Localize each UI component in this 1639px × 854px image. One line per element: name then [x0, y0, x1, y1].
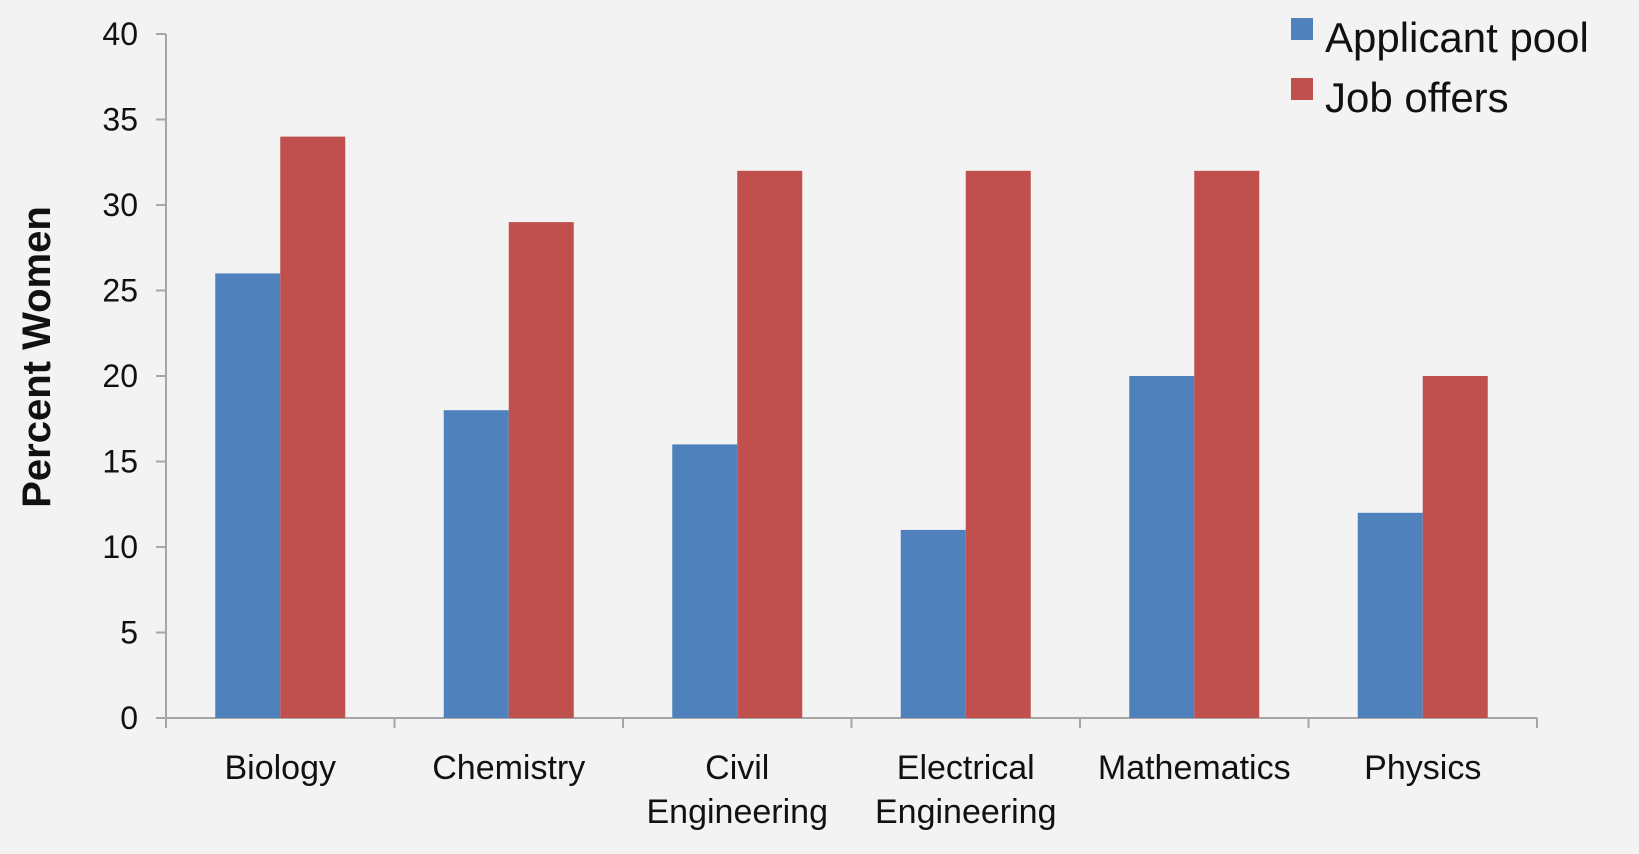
x-category-label: Chemistry [432, 749, 585, 787]
bar [1129, 376, 1195, 718]
x-category-label-line: Mathematics [1098, 749, 1291, 787]
x-category-label-line: Engineering [647, 793, 828, 831]
bar [1422, 376, 1488, 718]
y-tick-label: 0 [120, 700, 138, 736]
y-tick-label: 15 [102, 444, 138, 480]
bar [508, 222, 574, 718]
x-category-label-line: Engineering [875, 793, 1056, 831]
y-tick-label: 20 [102, 358, 138, 394]
y-axis: 0 5 10 15 20 25 30 35 40 [102, 16, 167, 736]
y-tick-label: 30 [102, 187, 138, 223]
x-category-label-line: Physics [1364, 749, 1481, 787]
bar [737, 170, 803, 719]
y-tick-label: 25 [102, 273, 138, 309]
x-category-label: Mathematics [1098, 749, 1291, 787]
x-category-label-line: Civil [705, 749, 769, 787]
x-category-label: Civil Engineering [647, 749, 828, 831]
bars [215, 136, 1488, 719]
legend-swatch [1291, 78, 1313, 100]
bar [1357, 512, 1423, 718]
x-category-label: Electrical Engineering [875, 749, 1056, 831]
y-tick-label: 40 [102, 16, 138, 52]
legend-swatch [1291, 18, 1313, 40]
legend-label: Job offers [1325, 74, 1509, 121]
bar [443, 410, 509, 718]
x-category-label-line: Biology [224, 749, 336, 787]
x-category-label-line: Electrical [897, 749, 1035, 787]
x-category-label: Physics [1364, 749, 1481, 787]
x-category-label: Biology [224, 749, 336, 787]
x-category-label-line: Chemistry [432, 749, 585, 787]
bar [900, 529, 966, 718]
y-tick-label: 35 [102, 102, 138, 138]
x-axis: Biology Chemistry Civil EngineeringElectric… [165, 717, 1538, 831]
bar [672, 444, 738, 718]
legend: Applicant pool Job offers [1291, 14, 1589, 121]
bar [215, 273, 281, 718]
bar [965, 170, 1031, 719]
y-axis-label: Percent Women [15, 206, 59, 508]
bar [280, 136, 346, 719]
legend-label: Applicant pool [1325, 14, 1589, 61]
bar [1194, 170, 1260, 719]
y-tick-label: 10 [102, 529, 138, 565]
y-tick-label: 5 [120, 615, 138, 651]
